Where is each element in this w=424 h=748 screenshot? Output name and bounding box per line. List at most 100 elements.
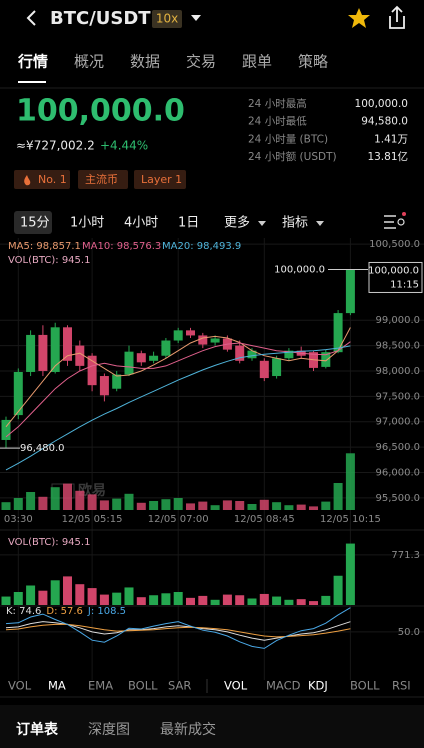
tag[interactable]: Layer 1 (141, 173, 182, 186)
dropdown-arrow[interactable] (191, 15, 201, 21)
volume-bar (210, 599, 220, 605)
indicator[interactable]: BOLL (128, 679, 158, 693)
volume-overlay (296, 504, 306, 510)
last-price-tag: 100,000.0 (368, 265, 419, 276)
tab[interactable]: 策略 (298, 53, 328, 71)
ma-line (5, 327, 351, 428)
price-change: +4.44% (100, 139, 148, 153)
candle-body (1, 419, 11, 440)
volume-bar (13, 592, 23, 605)
candle-body (198, 335, 208, 345)
interval[interactable]: 4小时 (124, 216, 158, 231)
x-tick-label: 12/05 07:00 (148, 514, 209, 525)
indicator[interactable]: BOLL (350, 679, 380, 693)
indicator[interactable]: MACD (266, 679, 301, 693)
tab[interactable]: 跟单 (242, 53, 272, 71)
leverage-badge (152, 10, 182, 28)
kdj-line (5, 621, 351, 641)
ma-legend: MA10: 98,576.3 (82, 241, 161, 252)
candle-body (284, 350, 294, 359)
tag[interactable]: 主流币 (85, 172, 118, 186)
volume-overlay (235, 501, 245, 510)
indicator[interactable]: RSI (392, 679, 411, 693)
volume-overlay (222, 500, 232, 510)
volume-bar (321, 595, 331, 605)
tab[interactable]: 数据 (130, 53, 160, 71)
symbol[interactable]: BTC/USDT (50, 8, 151, 29)
watermark: 欧易 (78, 482, 106, 499)
ma-legend: MA5: 98,857.1 (8, 241, 81, 252)
volume-bar (173, 592, 183, 605)
last-price: 100,000.0 (16, 94, 185, 129)
interval[interactable]: 更多 (224, 215, 250, 231)
bottom-tab[interactable]: 深度图 (88, 722, 130, 738)
interval[interactable]: 15分 (20, 216, 50, 231)
favorite-star[interactable] (348, 8, 370, 28)
indicator[interactable]: VOL (224, 679, 248, 693)
last-price-label: 100,000.0 (274, 264, 325, 275)
tag[interactable]: No. 1 (38, 173, 67, 186)
volume-bar (99, 594, 109, 605)
volume-bar (75, 584, 85, 605)
indicator[interactable]: MA (48, 679, 66, 693)
candle-body (136, 353, 146, 363)
volume-overlay (272, 502, 282, 510)
volume-bar (272, 596, 282, 605)
interval[interactable]: 1日 (178, 216, 199, 231)
kdj-legend: D: 57.6 (46, 606, 83, 617)
volume-overlay (87, 494, 97, 510)
low-marker-label: 96,480.0 (20, 443, 65, 454)
candle-body (186, 330, 195, 336)
volume-overlay (63, 483, 72, 510)
interval[interactable]: 1小时 (70, 216, 104, 231)
tag-bg (134, 170, 186, 189)
stat-value: 13.81亿 (367, 150, 408, 163)
volume-bar (161, 593, 171, 605)
volume-overlay (173, 498, 183, 510)
dropdown-arrow (316, 221, 324, 226)
volume-bar (247, 598, 257, 605)
candle-body (63, 327, 72, 361)
candle-body (50, 327, 60, 372)
tab[interactable]: 概况 (74, 53, 104, 71)
candle-body (161, 340, 171, 356)
y-tick-label: 95,500.0 (375, 493, 420, 504)
interval[interactable]: 指标 (282, 216, 308, 231)
volume-overlay (75, 490, 85, 510)
volume-bar (284, 599, 294, 605)
notify-dot (402, 212, 406, 216)
volume-overlay (161, 499, 171, 510)
vol-legend: VOL(BTC): 945.1 (8, 255, 90, 266)
tab[interactable]: 行情 (17, 53, 48, 71)
volume-overlay (26, 492, 36, 510)
indicator[interactable]: KDJ (308, 679, 328, 693)
bottom-tab[interactable]: 订单表 (16, 721, 59, 738)
volume-bar (186, 597, 195, 605)
volume-bar (63, 576, 72, 605)
candle-body (345, 269, 355, 314)
candle-body (87, 355, 97, 386)
indicator[interactable]: SAR (168, 679, 191, 693)
volume-overlay (13, 498, 23, 510)
x-tick-label: 03:30 (4, 514, 33, 525)
indicator[interactable]: VOL (8, 679, 32, 693)
candle-body (38, 334, 48, 371)
ma-legend: MA20: 98,493.9 (162, 241, 241, 252)
indicator[interactable]: EMA (88, 679, 113, 693)
volume-overlay (284, 505, 294, 510)
bottom-tab[interactable]: 最新成交 (160, 721, 216, 738)
chart-settings[interactable] (384, 215, 396, 229)
share-button[interactable] (389, 5, 405, 29)
kdj-line (5, 623, 351, 638)
volume-bar (333, 575, 343, 605)
stat-value: 1.41万 (374, 133, 408, 145)
tab[interactable]: 交易 (186, 53, 216, 71)
back-button[interactable] (26, 10, 36, 26)
stat-value: 94,580.0 (361, 116, 408, 128)
kdj-legend: K: 74.6 (6, 606, 41, 617)
volume-bar (136, 597, 146, 605)
volume-bar (198, 595, 208, 605)
y-tick-label: 96,500.0 (375, 442, 420, 453)
